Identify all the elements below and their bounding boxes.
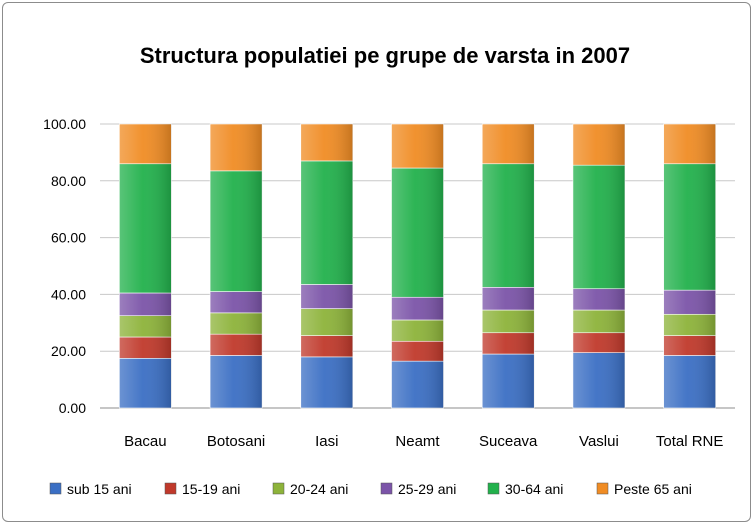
bar-shading <box>300 124 353 161</box>
bar-shading <box>482 124 535 164</box>
bar-shading <box>572 124 625 166</box>
legend-swatch <box>49 482 62 495</box>
bar-shading <box>119 163 172 293</box>
bar-shading <box>663 355 716 408</box>
y-tick-label: 20.00 <box>51 343 86 359</box>
bar-shading <box>482 310 535 333</box>
bar-shading <box>572 310 625 333</box>
bar-shading <box>482 163 535 288</box>
legend-label: 20-24 ani <box>290 481 348 497</box>
bar-shading <box>482 354 535 408</box>
legend-label: 25-29 ani <box>398 481 456 497</box>
x-category-label: Total RNE <box>656 433 724 450</box>
bar-shading <box>391 168 444 298</box>
legend-swatch <box>487 482 500 495</box>
bar-shading <box>663 314 716 336</box>
bar-shading <box>572 288 625 311</box>
bar-shading <box>663 124 716 164</box>
bar-shading <box>663 335 716 356</box>
bar-shading <box>300 160 353 285</box>
bars <box>119 123 716 409</box>
bar-shading <box>300 335 353 357</box>
bar-shading <box>210 355 263 408</box>
x-category-label: Suceava <box>479 433 538 450</box>
bar-shading <box>391 319 444 342</box>
y-tick-label: 100.00 <box>43 116 86 132</box>
legend: sub 15 ani 15-19 ani 20-24 ani 25-29 ani 30-… <box>49 481 692 497</box>
legend-label: 30-64 ani <box>505 481 563 497</box>
bar-shading <box>119 292 172 316</box>
bar-shading <box>300 308 353 336</box>
bar-shading <box>391 341 444 362</box>
x-category-label: Iasi <box>315 433 338 450</box>
x-axis-categories: Bacau Botosani Iasi Neamt Suceava Vaslui Total… <box>124 433 723 450</box>
x-category-label: Bacau <box>124 433 167 450</box>
bar-shading <box>119 358 172 408</box>
y-tick-label: 0.00 <box>59 400 86 416</box>
bar-shading <box>210 170 263 292</box>
legend-swatch <box>596 482 609 495</box>
bar-shading <box>572 165 625 289</box>
bar-shading <box>300 284 353 309</box>
chart-title: Structura populatiei pe grupe de varsta … <box>140 43 630 68</box>
x-category-label: Vaslui <box>579 433 619 450</box>
bar-shading <box>663 290 716 315</box>
bar-shading <box>391 297 444 320</box>
bar-shading <box>391 361 444 408</box>
bar-shading <box>572 352 625 408</box>
y-tick-label: 40.00 <box>51 286 86 302</box>
legend-swatch <box>272 482 285 495</box>
legend-label: Peste 65 ani <box>614 481 692 497</box>
bar-shading <box>300 356 353 408</box>
legend-swatch <box>164 482 177 495</box>
legend-label: sub 15 ani <box>67 481 132 497</box>
y-tick-label: 60.00 <box>51 230 86 246</box>
bar-shading <box>482 287 535 311</box>
y-axis-ticks: 0.00 20.00 40.00 60.00 80.00 100.00 <box>43 116 86 416</box>
legend-swatch <box>380 482 393 495</box>
bar-shading <box>210 291 263 313</box>
bar-shading <box>119 124 172 164</box>
bar-shading <box>119 337 172 359</box>
x-category-label: Neamt <box>395 433 440 450</box>
legend-label: 15-19 ani <box>182 481 240 497</box>
bar-shading <box>210 124 263 171</box>
bar-shading <box>482 332 535 355</box>
bar-shading <box>391 124 444 169</box>
bar-shading <box>663 163 716 291</box>
bar-shading <box>572 332 625 353</box>
bar-shading <box>210 312 263 335</box>
y-tick-label: 80.00 <box>51 173 86 189</box>
x-category-label: Botosani <box>207 433 265 450</box>
bar-shading <box>119 315 172 337</box>
bar-shading <box>210 334 263 356</box>
